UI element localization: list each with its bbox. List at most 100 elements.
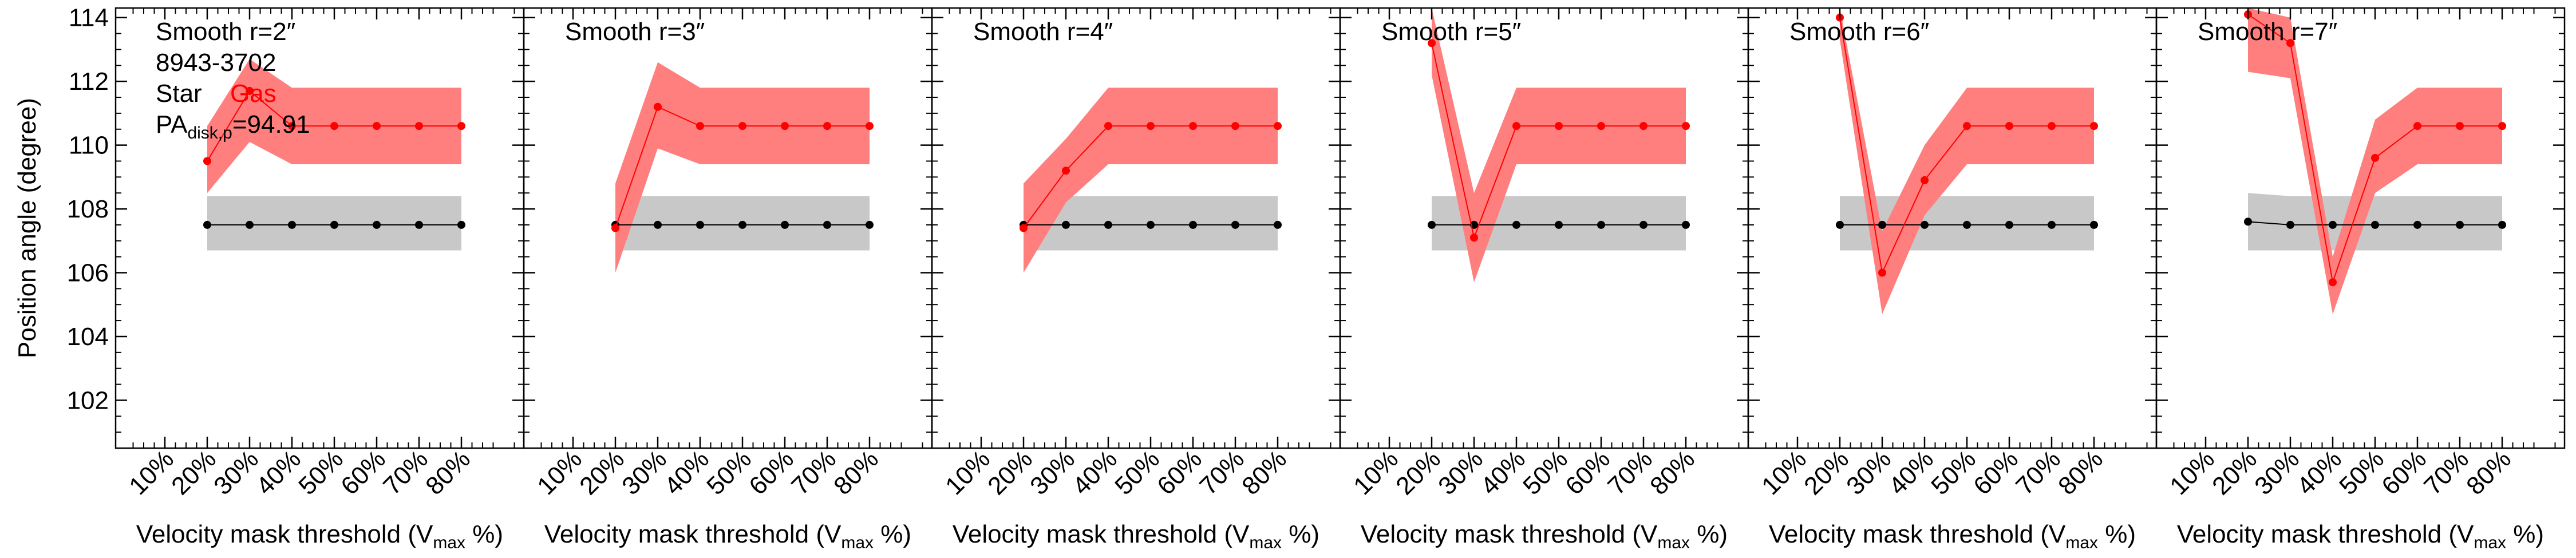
star-label: Star — [156, 80, 202, 108]
gas-data-point — [2090, 122, 2098, 130]
x-tick-label: 20% — [982, 445, 1038, 500]
x-tick-label: 40% — [1883, 445, 1939, 500]
pa-subscript: disk,p — [187, 124, 232, 143]
x-axis-title-subscript: max — [1249, 533, 1282, 552]
x-tick-label: 10% — [1348, 445, 1404, 500]
x-axis-title-main: Velocity mask threshold (V — [1361, 520, 1658, 548]
x-tick-label: 60% — [744, 445, 799, 500]
x-tick-label: 50% — [701, 445, 757, 500]
plot-area — [1428, 8, 1690, 283]
x-tick-label: 40% — [659, 445, 714, 500]
star-data-point — [1104, 220, 1112, 229]
gas-data-point — [288, 122, 296, 130]
plot-area — [2244, 8, 2506, 314]
star-data-point — [654, 220, 662, 229]
gas-uncertainty-band — [615, 62, 870, 273]
panel-title: Smooth r=3″ — [565, 18, 705, 46]
gas-data-point — [1682, 122, 1690, 130]
x-tick-label: 30% — [2249, 445, 2305, 500]
x-tick-label: 30% — [617, 445, 672, 500]
panel-6: 10%20%30%40%50%60%70%80% Velocity mask th… — [2155, 7, 2566, 552]
x-tick-label: 80% — [2461, 445, 2516, 500]
gas-data-point — [738, 122, 746, 130]
panel-1: 102 104 106 108 110 112 114 10%20%30%40%50%60%7… — [67, 4, 525, 552]
gas-uncertainty-band — [1432, 8, 1686, 283]
star-data-point — [866, 220, 874, 229]
gas-data-point — [1878, 268, 1886, 277]
star-data-point — [1682, 220, 1690, 229]
star-data-point — [823, 220, 831, 229]
gas-data-point — [330, 122, 338, 130]
x-axis-title: Velocity mask threshold (Vmax %) — [136, 520, 503, 552]
star-data-point — [203, 220, 211, 229]
x-axis-title-end: %) — [1690, 520, 1728, 548]
star-data-point — [246, 220, 254, 229]
star-data-point — [2456, 220, 2464, 229]
x-tick-label: 20% — [1799, 445, 1854, 500]
star-data-point — [2005, 220, 2013, 229]
x-tick-label: 20% — [2207, 445, 2262, 500]
star-data-point — [457, 220, 465, 229]
gas-data-point — [2329, 278, 2337, 287]
star-data-point — [1597, 220, 1605, 229]
star-data-point — [1639, 220, 1647, 229]
x-axis-title-main: Velocity mask threshold (V — [544, 520, 841, 548]
star-data-point — [1512, 220, 1520, 229]
object-id-label: 8943-3702 — [156, 49, 276, 77]
gas-data-point — [781, 122, 789, 130]
x-tick-label: 40% — [251, 445, 306, 500]
panel-title: Smooth r=7″ — [2198, 18, 2337, 46]
y-tick-label: 114 — [69, 4, 109, 32]
star-data-point — [1231, 220, 1239, 229]
x-tick-label: 80% — [1645, 445, 1700, 500]
x-tick-label: 50% — [1109, 445, 1165, 500]
x-tick-label: 70% — [2010, 445, 2066, 500]
gas-data-point — [1231, 122, 1239, 130]
gas-data-point — [1555, 122, 1563, 130]
x-axis-title: Velocity mask threshold (Vmax %) — [1361, 520, 1728, 552]
gas-data-point — [1274, 122, 1282, 130]
x-tick-label: 70% — [1194, 445, 1250, 500]
panel-3: 10%20%30%40%50%60%70%80% Velocity mask th… — [931, 7, 1341, 552]
star-data-point — [696, 220, 704, 229]
x-tick-label: 20% — [574, 445, 630, 500]
star-data-point — [2048, 220, 2056, 229]
x-tick-label: 10% — [2164, 445, 2220, 500]
x-tick-label: 20% — [166, 445, 222, 500]
panel-title: Smooth r=6″ — [1789, 18, 1929, 46]
x-tick-label: 30% — [208, 445, 264, 500]
x-tick-label: 50% — [293, 445, 349, 500]
gas-data-point — [866, 122, 874, 130]
x-tick-label: 70% — [2419, 445, 2474, 500]
star-data-point — [1963, 220, 1971, 229]
x-tick-label: 50% — [2334, 445, 2389, 500]
gas-data-point — [203, 157, 211, 165]
star-data-point — [1147, 220, 1155, 229]
x-tick-label: 40% — [1475, 445, 1531, 500]
gas-data-point — [457, 122, 465, 130]
x-tick-label: 40% — [1067, 445, 1123, 500]
x-axis-title-subscript: max — [2065, 533, 2098, 552]
star-data-point — [1062, 220, 1070, 229]
gas-data-point — [1470, 234, 1478, 242]
x-tick-label: 50% — [1518, 445, 1573, 500]
gas-data-point — [2286, 39, 2294, 48]
x-axis-title-end: %) — [2506, 520, 2544, 548]
star-data-point — [2286, 220, 2294, 229]
x-tick-label: 10% — [1756, 445, 1812, 500]
y-tick-label: 108 — [67, 195, 109, 223]
gas-uncertainty-band — [1840, 8, 2094, 314]
panel-5: 10%20%30%40%50%60%70%80% Velocity mask th… — [1747, 7, 2158, 552]
gas-data-point — [2005, 122, 2013, 130]
gas-data-point — [2456, 122, 2464, 130]
star-data-point — [1836, 220, 1844, 229]
y-tick-label: 102 — [67, 386, 109, 414]
star-data-point — [2498, 220, 2506, 229]
star-data-point — [2090, 220, 2098, 229]
plot-area — [1836, 8, 2098, 314]
panel-4: 10%20%30%40%50%60%70%80% Velocity mask th… — [1339, 7, 1749, 552]
x-tick-label: 60% — [335, 445, 391, 500]
plot-area — [1020, 88, 1282, 273]
x-axis-title-subscript: max — [841, 533, 874, 552]
y-tick-label: 110 — [69, 132, 109, 160]
